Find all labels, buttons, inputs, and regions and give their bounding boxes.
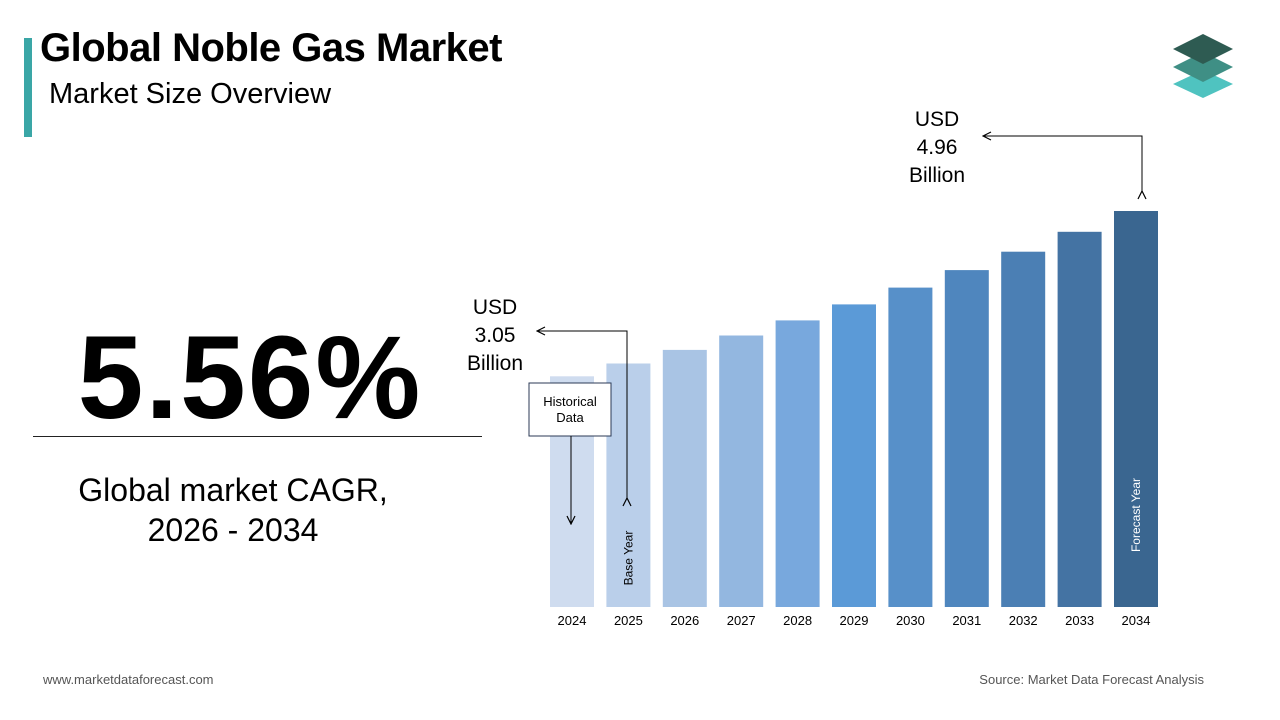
- layers-icon: [1173, 34, 1233, 98]
- start-value-callout: USD 3.05 Billion: [467, 296, 627, 498]
- title-accent-bar: [24, 38, 32, 137]
- cagr-label-line2: 2026 - 2034: [147, 512, 319, 548]
- start-callout-line1: USD: [473, 296, 517, 319]
- x-axis-ticks: 2024 2025 2026 2027 2028 2029 2030 2031 2032 2033…: [558, 613, 1151, 628]
- bar-2030: [888, 287, 933, 607]
- x-tick-2024: 2024: [558, 613, 587, 628]
- bars-layer: [550, 211, 1158, 608]
- page-title: Global Noble Gas Market: [40, 26, 502, 70]
- website-footer: www.marketdataforecast.com: [43, 672, 214, 687]
- x-tick-2031: 2031: [952, 613, 981, 628]
- x-tick-2027: 2027: [727, 613, 756, 628]
- x-tick-2034: 2034: [1122, 613, 1151, 628]
- end-callout-line2: 4.96: [917, 136, 958, 159]
- bar-2032: [1001, 251, 1046, 607]
- end-callout-line1: USD: [915, 108, 959, 131]
- x-tick-2033: 2033: [1065, 613, 1094, 628]
- start-callout-line2: 3.05: [475, 324, 516, 347]
- x-tick-2029: 2029: [840, 613, 869, 628]
- cagr-label: Global market CAGR, 2026 - 2034: [33, 470, 433, 550]
- cagr-divider: [33, 436, 482, 437]
- bar-2028: [775, 320, 820, 607]
- end-value-callout: USD 4.96 Billion: [909, 108, 1142, 191]
- historical-data-callout: Historical Data: [528, 382, 612, 524]
- historical-label-line1: Historical: [543, 394, 597, 409]
- bar-2033: [1057, 231, 1102, 608]
- historical-label-line2: Data: [556, 410, 584, 425]
- end-callout-line3: Billion: [909, 164, 965, 187]
- bar-2031: [944, 270, 989, 607]
- cagr-value: 5.56%: [77, 312, 423, 444]
- start-callout-line3: Billion: [467, 352, 523, 375]
- x-tick-2028: 2028: [783, 613, 812, 628]
- cagr-label-line1: Global market CAGR,: [78, 472, 388, 508]
- page-subtitle: Market Size Overview: [49, 78, 332, 110]
- bar-2027: [719, 335, 764, 607]
- end-callout-arrow: [983, 136, 1142, 191]
- x-tick-2026: 2026: [670, 613, 699, 628]
- historical-data-box: [528, 382, 612, 437]
- bar-annotation-2025: Base Year: [621, 531, 635, 586]
- bar-annotations: Base Year Forecast Year: [621, 478, 1143, 585]
- bar-2029: [832, 304, 876, 607]
- x-tick-2032: 2032: [1009, 613, 1038, 628]
- bar-2034: [1114, 211, 1158, 607]
- x-tick-2030: 2030: [896, 613, 925, 628]
- x-tick-2025: 2025: [614, 613, 643, 628]
- bar-2026: [662, 349, 707, 607]
- start-callout-arrow: [537, 331, 627, 498]
- source-footer: Source: Market Data Forecast Analysis: [979, 672, 1204, 687]
- bar-annotation-2034: Forecast Year: [1129, 478, 1143, 552]
